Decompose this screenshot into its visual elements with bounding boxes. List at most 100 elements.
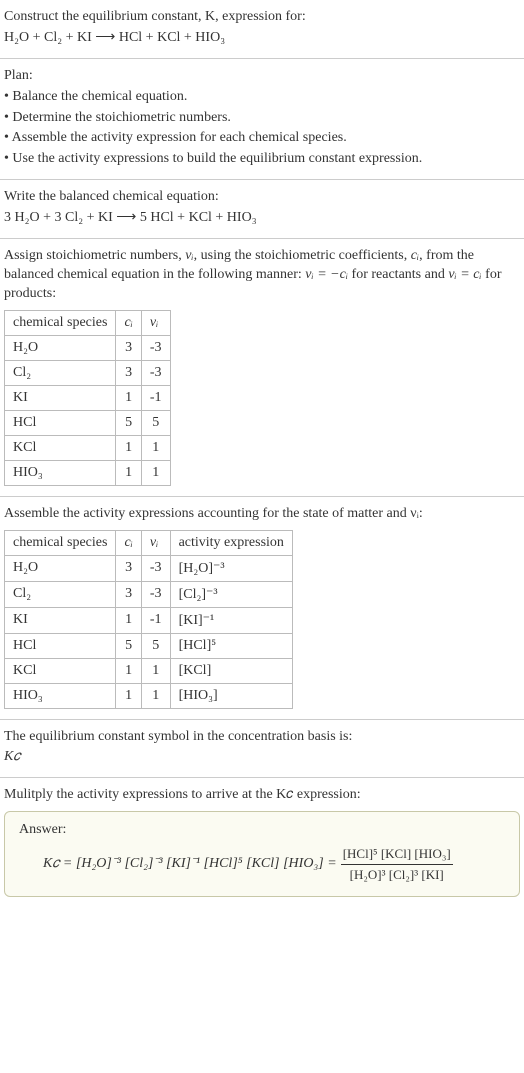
cell-species: HIO₃ bbox=[5, 683, 116, 708]
rel2: νᵢ = cᵢ bbox=[448, 267, 481, 282]
answer-box: Answer: K𝑐 = [H₂O]⁻³ [Cl₂]⁻³ [KI]⁻¹ [HCl… bbox=[4, 811, 520, 897]
table-row: KI1-1 bbox=[5, 385, 171, 410]
table-row: KCl11 bbox=[5, 435, 171, 460]
cell-species: HIO₃ bbox=[5, 460, 116, 485]
cell-activity: [H₂O]⁻³ bbox=[170, 555, 292, 581]
kc-symbol-line: The equilibrium constant symbol in the c… bbox=[4, 728, 520, 747]
balanced-section: Write the balanced chemical equation: 3 … bbox=[0, 180, 524, 239]
plan-bullet-0: • Balance the chemical equation. bbox=[4, 88, 520, 107]
kc-fraction: [HCl]⁵ [KCl] [HIO₃] [H₂O]³ [Cl₂]³ [KI] bbox=[341, 846, 453, 882]
cell-species: KI bbox=[5, 385, 116, 410]
kc-symbol-section: The equilibrium constant symbol in the c… bbox=[0, 720, 524, 779]
cell-species: HCl bbox=[5, 410, 116, 435]
cell-ci: 1 bbox=[116, 435, 141, 460]
cell-species: Cl₂ bbox=[5, 581, 116, 607]
kc-numerator: [HCl]⁵ [KCl] [HIO₃] bbox=[341, 846, 453, 865]
cell-nui: -3 bbox=[141, 555, 170, 581]
cell-ci: 5 bbox=[116, 633, 141, 658]
balanced-equation: 3 H₂O + 3 Cl₂ + KI ⟶ 5 HCl + KCl + HIO₃ bbox=[4, 209, 520, 228]
construct-text: Construct the equilibrium constant, K, e… bbox=[4, 9, 306, 24]
table-row: Cl₂3-3 bbox=[5, 360, 171, 385]
balanced-title: Write the balanced chemical equation: bbox=[4, 188, 520, 207]
table-row: H₂O3-3 bbox=[5, 335, 171, 360]
table-row: chemical species cᵢ νᵢ activity expressi… bbox=[5, 530, 293, 555]
cell-species: KCl bbox=[5, 658, 116, 683]
multiply-line: Mulitply the activity expressions to arr… bbox=[4, 786, 520, 805]
cell-activity: [HIO₃] bbox=[170, 683, 292, 708]
table-row: KCl11[KCl] bbox=[5, 658, 293, 683]
cell-ci: 5 bbox=[116, 410, 141, 435]
kc-symbol: K𝑐 bbox=[4, 748, 520, 767]
assign-text-b: , using the stoichiometric coefficients, bbox=[194, 248, 411, 263]
stoich-table-1: chemical species cᵢ νᵢ H₂O3-3 Cl₂3-3 KI1… bbox=[4, 310, 171, 486]
cell-species: Cl₂ bbox=[5, 360, 116, 385]
cell-nui: 1 bbox=[141, 435, 170, 460]
cell-ci: 3 bbox=[116, 555, 141, 581]
kc-expression: K𝑐 = [H₂O]⁻³ [Cl₂]⁻³ [KI]⁻¹ [HCl]⁵ [KCl]… bbox=[19, 846, 505, 882]
assemble-line: Assemble the activity expressions accoun… bbox=[4, 505, 520, 524]
cell-species: KCl bbox=[5, 435, 116, 460]
cell-ci: 3 bbox=[116, 335, 141, 360]
answer-label: Answer: bbox=[19, 822, 505, 838]
cell-nui: -1 bbox=[141, 385, 170, 410]
rel1: νᵢ = −cᵢ bbox=[305, 267, 348, 282]
table-row: HIO₃11[HIO₃] bbox=[5, 683, 293, 708]
cell-nui: -1 bbox=[141, 607, 170, 633]
table-row: HIO₃11 bbox=[5, 460, 171, 485]
cell-nui: 5 bbox=[141, 633, 170, 658]
cell-species: H₂O bbox=[5, 555, 116, 581]
table-row: HCl55[HCl]⁵ bbox=[5, 633, 293, 658]
table-row: H₂O3-3[H₂O]⁻³ bbox=[5, 555, 293, 581]
cell-nui: 1 bbox=[141, 683, 170, 708]
table-row: Cl₂3-3[Cl₂]⁻³ bbox=[5, 581, 293, 607]
assign-intro: Assign stoichiometric numbers, νᵢ, using… bbox=[4, 247, 520, 304]
cell-ci: 1 bbox=[116, 460, 141, 485]
cell-activity: [Cl₂]⁻³ bbox=[170, 581, 292, 607]
cell-ci: 3 bbox=[116, 360, 141, 385]
table-row: chemical species cᵢ νᵢ bbox=[5, 310, 171, 335]
cell-ci: 1 bbox=[116, 607, 141, 633]
cell-nui: 1 bbox=[141, 658, 170, 683]
col-ci: cᵢ bbox=[116, 530, 141, 555]
table-row: HCl55 bbox=[5, 410, 171, 435]
plan-bullet-1: • Determine the stoichiometric numbers. bbox=[4, 109, 520, 128]
cell-activity: [HCl]⁵ bbox=[170, 633, 292, 658]
cell-activity: [KI]⁻¹ bbox=[170, 607, 292, 633]
cell-species: HCl bbox=[5, 633, 116, 658]
cell-ci: 1 bbox=[116, 683, 141, 708]
col-ci: cᵢ bbox=[116, 310, 141, 335]
col-species: chemical species bbox=[5, 310, 116, 335]
assign-section: Assign stoichiometric numbers, νᵢ, using… bbox=[0, 239, 524, 497]
col-nui: νᵢ bbox=[141, 530, 170, 555]
construct-line: Construct the equilibrium constant, K, e… bbox=[4, 8, 520, 27]
answer-section: Mulitply the activity expressions to arr… bbox=[0, 778, 524, 905]
cell-ci: 1 bbox=[116, 658, 141, 683]
cell-activity: [KCl] bbox=[170, 658, 292, 683]
table-row: KI1-1[KI]⁻¹ bbox=[5, 607, 293, 633]
nu-i-symbol: νᵢ bbox=[185, 248, 193, 263]
c-i-symbol: cᵢ bbox=[411, 248, 419, 263]
col-species: chemical species bbox=[5, 530, 116, 555]
header-section: Construct the equilibrium constant, K, e… bbox=[0, 0, 524, 59]
cell-nui: 1 bbox=[141, 460, 170, 485]
activity-section: Assemble the activity expressions accoun… bbox=[0, 497, 524, 720]
plan-bullet-2: • Assemble the activity expression for e… bbox=[4, 129, 520, 148]
cell-nui: 5 bbox=[141, 410, 170, 435]
stoich-table-2: chemical species cᵢ νᵢ activity expressi… bbox=[4, 530, 293, 709]
cell-species: H₂O bbox=[5, 335, 116, 360]
kc-denominator: [H₂O]³ [Cl₂]³ [KI] bbox=[348, 865, 446, 883]
plan-title: Plan: bbox=[4, 67, 520, 86]
assign-text-a: Assign stoichiometric numbers, bbox=[4, 248, 185, 263]
cell-nui: -3 bbox=[141, 360, 170, 385]
unbalanced-equation: H₂O + Cl₂ + KI ⟶ HCl + KCl + HIO₃ bbox=[4, 29, 520, 48]
plan-section: Plan: • Balance the chemical equation. •… bbox=[0, 59, 524, 180]
cell-ci: 3 bbox=[116, 581, 141, 607]
cell-nui: -3 bbox=[141, 581, 170, 607]
plan-bullet-3: • Use the activity expressions to build … bbox=[4, 150, 520, 169]
cell-species: KI bbox=[5, 607, 116, 633]
assign-text-d: for reactants and bbox=[348, 267, 448, 282]
cell-ci: 1 bbox=[116, 385, 141, 410]
col-nui: νᵢ bbox=[141, 310, 170, 335]
kc-lhs: K𝑐 = [H₂O]⁻³ [Cl₂]⁻³ [KI]⁻¹ [HCl]⁵ [KCl]… bbox=[43, 856, 337, 872]
cell-nui: -3 bbox=[141, 335, 170, 360]
